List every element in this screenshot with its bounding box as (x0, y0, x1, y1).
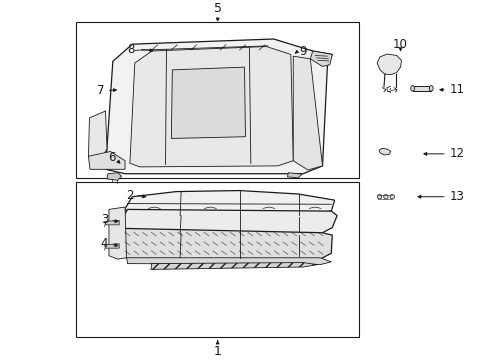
Ellipse shape (389, 194, 394, 199)
Polygon shape (109, 207, 126, 259)
Polygon shape (293, 56, 322, 170)
Ellipse shape (428, 86, 432, 91)
Polygon shape (117, 228, 331, 259)
Polygon shape (125, 190, 334, 216)
Ellipse shape (383, 194, 387, 199)
Text: 6: 6 (108, 151, 115, 164)
Polygon shape (376, 54, 401, 75)
Text: 1: 1 (213, 345, 221, 358)
Polygon shape (107, 173, 122, 180)
Polygon shape (88, 111, 107, 160)
Polygon shape (310, 51, 331, 67)
Bar (76, 22, 358, 178)
Polygon shape (287, 173, 302, 178)
Text: 2: 2 (125, 189, 133, 202)
Polygon shape (151, 262, 317, 269)
Polygon shape (126, 258, 330, 265)
Polygon shape (130, 46, 293, 167)
Text: 13: 13 (448, 190, 463, 203)
Text: 11: 11 (448, 83, 463, 96)
Text: 9: 9 (299, 45, 306, 58)
Polygon shape (118, 210, 336, 234)
Ellipse shape (410, 86, 414, 91)
Text: 5: 5 (213, 2, 221, 15)
Text: 7: 7 (97, 84, 104, 97)
Bar (76, 182, 358, 337)
Bar (412, 86, 430, 91)
Text: 3: 3 (101, 212, 108, 225)
Polygon shape (171, 67, 245, 139)
Text: 12: 12 (448, 147, 463, 160)
Polygon shape (104, 244, 119, 248)
Text: 8: 8 (127, 43, 135, 56)
Polygon shape (378, 148, 390, 155)
Polygon shape (104, 220, 119, 225)
Text: 4: 4 (101, 237, 108, 249)
Text: 10: 10 (392, 38, 407, 51)
Polygon shape (105, 39, 331, 174)
Ellipse shape (377, 194, 381, 199)
Polygon shape (88, 152, 125, 169)
